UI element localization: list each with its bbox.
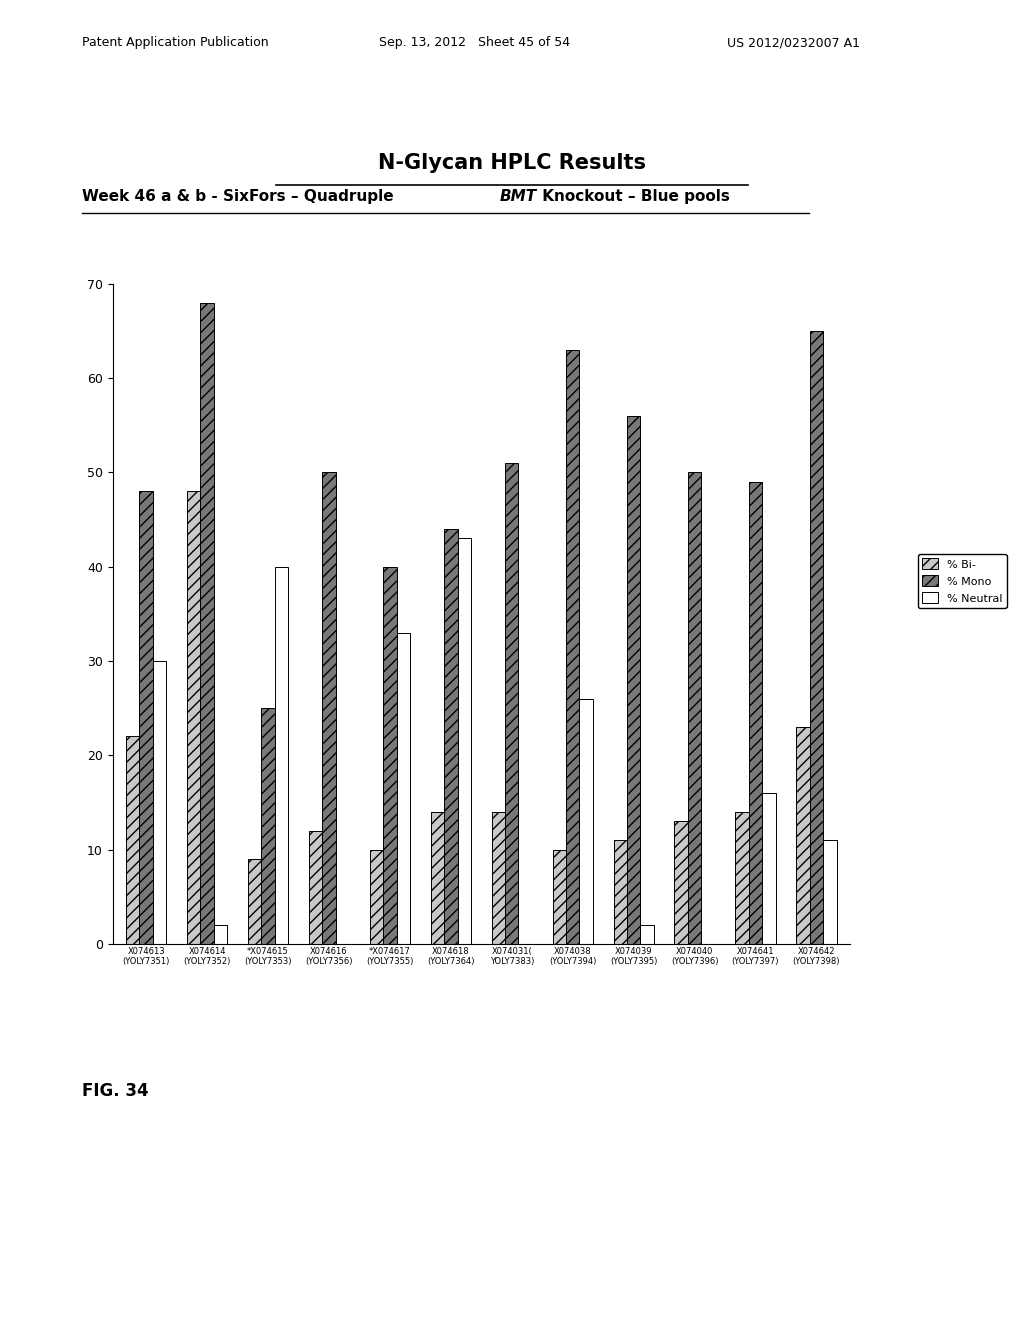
Bar bbox=[566, 350, 580, 944]
Bar bbox=[762, 793, 775, 944]
Bar bbox=[505, 463, 518, 944]
Text: FIG. 34: FIG. 34 bbox=[82, 1081, 148, 1100]
Legend: % Bi-, % Mono, % Neutral: % Bi-, % Mono, % Neutral bbox=[918, 553, 1007, 609]
Bar bbox=[383, 566, 396, 944]
Bar bbox=[823, 840, 837, 944]
Bar bbox=[431, 812, 444, 944]
Bar bbox=[370, 850, 383, 944]
Bar bbox=[323, 473, 336, 944]
Text: Patent Application Publication: Patent Application Publication bbox=[82, 36, 268, 49]
Bar bbox=[201, 302, 214, 944]
Bar bbox=[640, 925, 653, 944]
Bar bbox=[126, 737, 139, 944]
Bar bbox=[492, 812, 505, 944]
Bar bbox=[187, 491, 201, 944]
Bar bbox=[139, 491, 153, 944]
Text: Knockout – Blue pools: Knockout – Blue pools bbox=[537, 189, 729, 203]
Text: Sep. 13, 2012   Sheet 45 of 54: Sep. 13, 2012 Sheet 45 of 54 bbox=[379, 36, 570, 49]
Bar bbox=[810, 331, 823, 944]
Bar bbox=[153, 661, 166, 944]
Bar bbox=[458, 539, 471, 944]
Bar bbox=[444, 529, 458, 944]
Text: Week 46 a & b - SixFors – Quadruple: Week 46 a & b - SixFors – Quadruple bbox=[82, 189, 398, 203]
Bar bbox=[309, 830, 323, 944]
Bar bbox=[214, 925, 227, 944]
Bar bbox=[627, 416, 640, 944]
Bar bbox=[553, 850, 566, 944]
Text: N-Glycan HPLC Results: N-Glycan HPLC Results bbox=[378, 153, 646, 173]
Bar bbox=[675, 821, 688, 944]
Text: BMT: BMT bbox=[500, 189, 537, 203]
Bar bbox=[274, 566, 288, 944]
Bar bbox=[396, 632, 410, 944]
Text: US 2012/0232007 A1: US 2012/0232007 A1 bbox=[727, 36, 860, 49]
Bar bbox=[580, 698, 593, 944]
Bar bbox=[735, 812, 749, 944]
Bar bbox=[613, 840, 627, 944]
Bar bbox=[248, 859, 261, 944]
Bar bbox=[261, 708, 274, 944]
Bar bbox=[749, 482, 762, 944]
Bar bbox=[797, 727, 810, 944]
Bar bbox=[688, 473, 701, 944]
